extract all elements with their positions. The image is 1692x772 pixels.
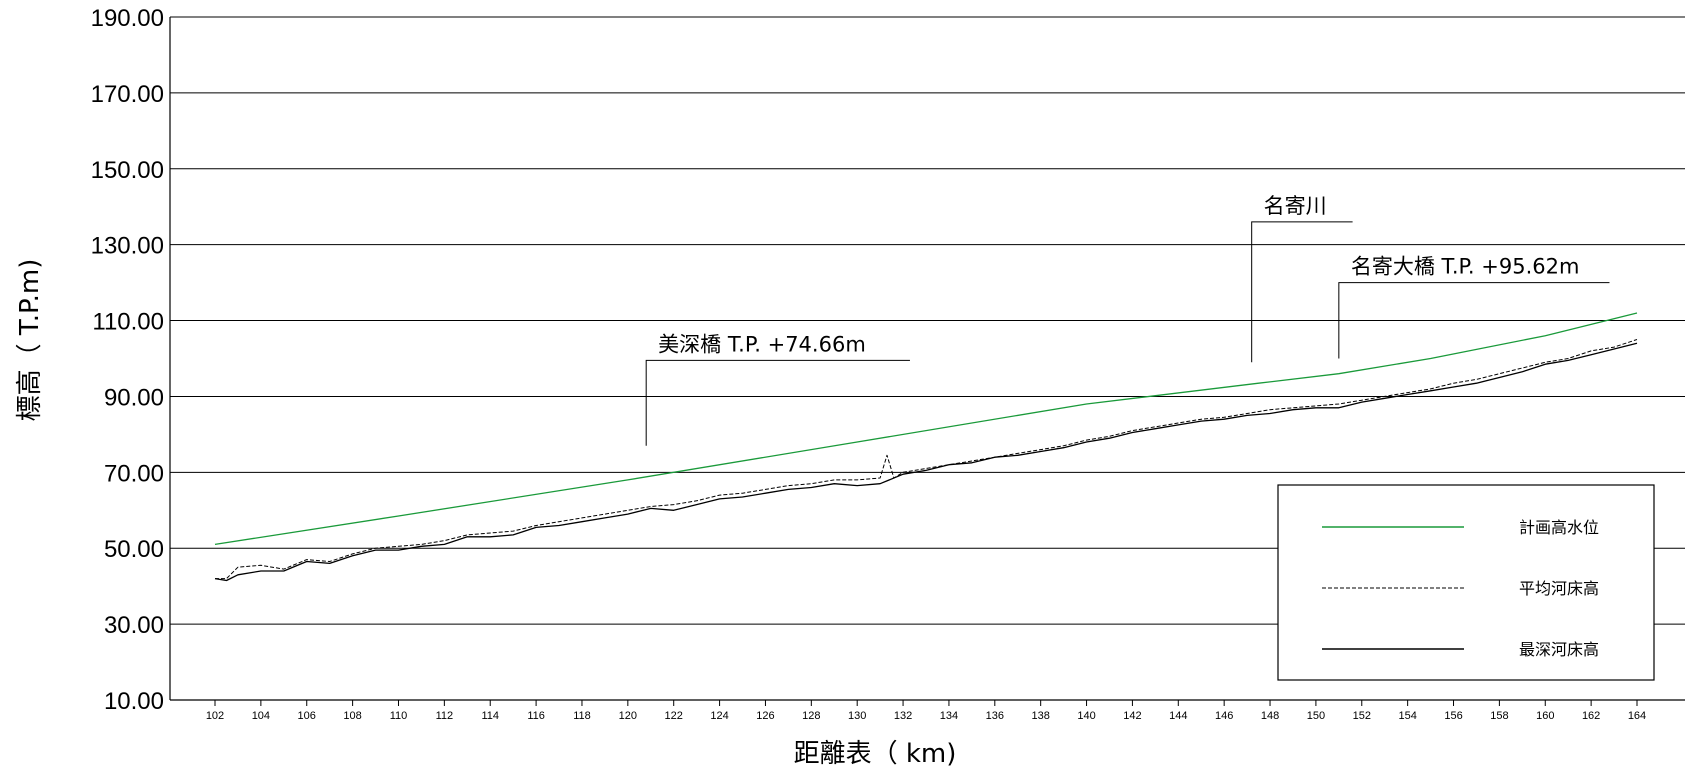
legend-label: 平均河床高 xyxy=(1519,579,1599,598)
series-line-計画高水位 xyxy=(214,312,1638,546)
x-tick-label: 152 xyxy=(1353,710,1371,722)
x-tick-label: 162 xyxy=(1582,710,1600,722)
x-tick-label: 108 xyxy=(343,710,361,722)
axis-layer: 10.00 30.00 50.00 70.00 90.00 110.00 130.00 150… xyxy=(91,5,1685,722)
y-tick-label: 10.00 xyxy=(104,688,164,715)
x-tick-label: 150 xyxy=(1307,710,1325,722)
series-layer xyxy=(214,312,1638,582)
x-tick-label: 148 xyxy=(1261,710,1279,722)
annotation-leader xyxy=(645,359,910,446)
y-tick-label: 50.00 xyxy=(104,536,164,563)
y-tick-label: 30.00 xyxy=(104,612,164,639)
annotation-label: 名寄大橋 T.P. +95.62m xyxy=(1351,255,1580,279)
x-tick-label: 146 xyxy=(1215,710,1233,722)
x-tick-label: 112 xyxy=(436,710,454,722)
x-tick-label: 102 xyxy=(206,710,224,722)
x-tick-label: 138 xyxy=(1031,710,1049,722)
x-tick-label: 144 xyxy=(1169,710,1187,722)
x-tick-label: 134 xyxy=(940,710,958,722)
annotation-label: 美深橋 T.P. +74.66m xyxy=(658,332,866,356)
y-tick-label: 190.00 xyxy=(91,5,164,32)
x-tick-label: 156 xyxy=(1444,710,1462,722)
annotation-leader xyxy=(1338,282,1610,359)
x-tick-label: 118 xyxy=(573,710,591,722)
x-tick-label: 140 xyxy=(1077,710,1095,722)
legend-label: 計画高水位 xyxy=(1519,518,1599,537)
x-tick-label: 142 xyxy=(1123,710,1141,722)
x-tick-label: 104 xyxy=(252,710,270,722)
x-tick-label: 126 xyxy=(756,710,774,722)
series-line-最深河床高 xyxy=(214,342,1638,582)
x-tick-label: 114 xyxy=(481,710,499,722)
y-tick-label: 130.00 xyxy=(91,233,164,260)
x-tick-label: 106 xyxy=(298,710,316,722)
x-tick-label: 128 xyxy=(802,710,820,722)
x-tick-label: 122 xyxy=(665,710,683,722)
x-tick-label: 120 xyxy=(619,710,637,722)
x-tick-label: 154 xyxy=(1398,710,1416,722)
y-tick-label: 170.00 xyxy=(91,81,164,108)
x-tick-label: 130 xyxy=(848,710,866,722)
y-tick-label: 150.00 xyxy=(91,157,164,184)
x-tick-label: 136 xyxy=(986,710,1004,722)
x-tick-label: 116 xyxy=(527,710,545,722)
legend-label: 最深河床高 xyxy=(1519,640,1599,659)
x-tick-label: 132 xyxy=(894,710,912,722)
x-tick-label: 110 xyxy=(390,710,408,722)
annotation-label: 名寄川 xyxy=(1264,194,1327,218)
series-line-平均河床高 xyxy=(215,339,1638,580)
y-axis-title: 標高（ T.P.m) xyxy=(15,259,45,422)
y-tick-label: 90.00 xyxy=(104,384,164,411)
x-axis-title: 距離表（ km) xyxy=(794,739,957,769)
grid-layer xyxy=(170,16,1685,701)
legend-box xyxy=(1277,484,1655,681)
y-tick-label: 70.00 xyxy=(104,460,164,487)
y-tick-label: 110.00 xyxy=(92,309,164,336)
x-tick-label: 160 xyxy=(1536,710,1554,722)
x-tick-label: 124 xyxy=(710,710,728,722)
annotation-leader xyxy=(1251,221,1353,363)
x-tick-label: 164 xyxy=(1628,710,1646,722)
x-tick-label: 158 xyxy=(1490,710,1508,722)
